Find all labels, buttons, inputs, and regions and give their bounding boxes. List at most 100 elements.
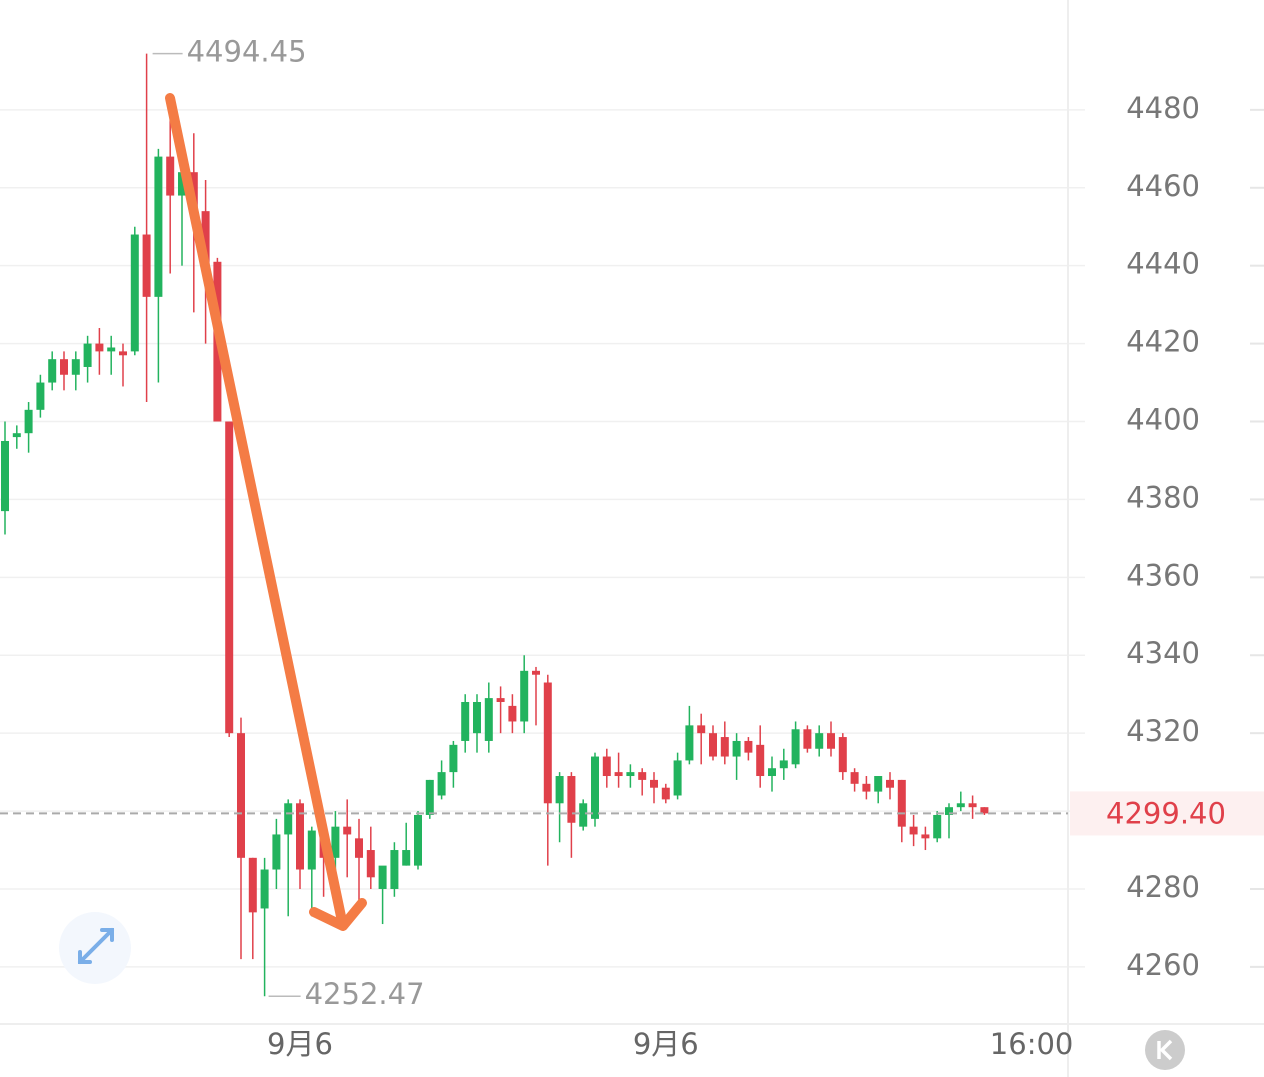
candle-body <box>732 740 741 757</box>
plot <box>0 108 1264 968</box>
candle-body <box>579 803 588 827</box>
candle-body <box>779 760 788 769</box>
candle-body <box>83 343 92 367</box>
candle-body <box>355 838 363 858</box>
candle-body <box>768 768 776 777</box>
candle-body <box>685 725 694 761</box>
candle-body <box>48 359 57 383</box>
candle-body <box>119 351 127 356</box>
x-tick-label: 9月6 <box>633 1027 699 1061</box>
candle-body <box>390 850 399 889</box>
y-tick-label: 4280 <box>1126 870 1200 904</box>
candle-body <box>154 156 163 297</box>
k-button[interactable] <box>1145 1030 1185 1070</box>
candle-body <box>437 772 446 796</box>
candle-body <box>36 382 45 410</box>
candle-body <box>650 779 658 788</box>
candle-body <box>591 756 599 819</box>
candle-body <box>933 814 942 839</box>
candle-body <box>744 740 753 753</box>
candle-body <box>709 733 717 757</box>
candle-body <box>95 343 104 352</box>
k-button-bg <box>1145 1030 1185 1070</box>
candle-body <box>24 409 33 434</box>
candle-body <box>720 737 729 757</box>
candle-body <box>166 156 175 196</box>
candle-body <box>602 756 611 777</box>
candle-body <box>850 772 859 784</box>
candle-body <box>897 779 906 827</box>
candle-body <box>614 772 623 777</box>
candle-body <box>12 433 21 438</box>
candle-body <box>980 807 989 814</box>
y-tick-label: 4400 <box>1126 403 1200 437</box>
candle-body <box>225 421 234 734</box>
candle-body <box>909 826 918 835</box>
candle-body <box>414 814 422 866</box>
candle-body <box>956 803 965 808</box>
candle-body <box>638 772 647 780</box>
min-label: 4252.47 <box>305 977 425 1011</box>
candle-body <box>921 834 930 839</box>
candle-body <box>449 744 458 773</box>
candle-body <box>555 776 564 804</box>
candle-body <box>402 850 411 866</box>
candle-body <box>661 787 670 800</box>
candle-body <box>461 701 470 741</box>
candle-body <box>945 807 953 815</box>
y-tick-label: 4480 <box>1126 91 1200 125</box>
candle-body <box>673 760 682 796</box>
candle-body <box>567 776 576 823</box>
y-tick-label: 4360 <box>1126 558 1200 592</box>
candle-body <box>425 779 434 815</box>
candle-body <box>331 826 340 858</box>
candle-body <box>968 803 977 808</box>
candle-body <box>296 803 304 870</box>
candle-body <box>378 865 387 889</box>
candle-body <box>201 211 210 266</box>
max-label: 4494.45 <box>187 35 307 69</box>
trend-arrow <box>165 93 367 931</box>
candle-body <box>532 670 540 675</box>
y-tick-label: 4380 <box>1126 480 1200 514</box>
candle-body <box>343 826 352 835</box>
k-icon <box>1157 1039 1173 1061</box>
y-tick-label: 4340 <box>1126 636 1200 670</box>
candle-body <box>827 733 835 749</box>
candle-body <box>496 698 505 702</box>
candle-body <box>60 359 68 375</box>
candle-body <box>508 705 517 722</box>
last-price-label: 4299.40 <box>1106 796 1226 830</box>
candle-body <box>1 440 9 512</box>
candle-body <box>366 850 375 878</box>
expand-button[interactable] <box>59 912 131 984</box>
candle-body <box>803 729 812 749</box>
candle-body <box>248 857 257 913</box>
candle-body <box>484 698 493 741</box>
candle-body <box>520 670 529 722</box>
candle-body <box>237 733 245 858</box>
candle-body <box>543 682 552 804</box>
candle-body <box>874 776 883 792</box>
candle-body <box>886 779 894 788</box>
candle-body <box>71 359 80 375</box>
candle-body <box>107 347 116 352</box>
candle-body <box>626 772 635 777</box>
x-tick-label: 9月6 <box>267 1027 333 1061</box>
y-tick-label: 4460 <box>1126 169 1200 203</box>
candle-body <box>130 234 139 352</box>
candle-body <box>756 744 765 777</box>
candle-body <box>284 803 293 835</box>
candle-body <box>272 834 281 870</box>
candle-body <box>178 172 186 196</box>
y-tick-label: 4260 <box>1126 948 1200 982</box>
candle-body <box>815 733 824 749</box>
x-tick-label: 16:00 <box>990 1027 1074 1061</box>
y-tick-label: 4440 <box>1126 247 1200 281</box>
y-tick-label: 4320 <box>1126 714 1200 748</box>
candle-body <box>260 869 269 909</box>
candle-body <box>838 737 847 773</box>
candle-body <box>697 725 706 734</box>
last-price-box <box>1070 791 1264 836</box>
